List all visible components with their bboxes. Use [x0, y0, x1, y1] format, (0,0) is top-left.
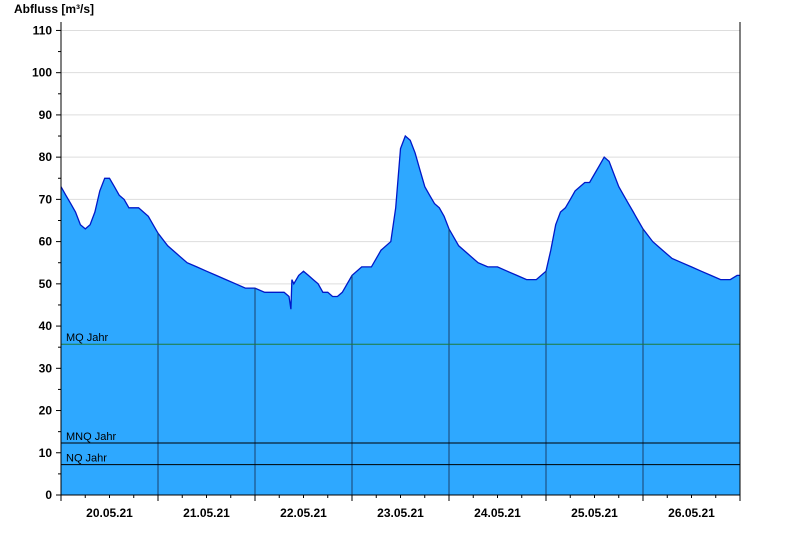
x-tick-label: 24.05.21: [474, 506, 521, 520]
y-tick-label: 100: [32, 66, 52, 80]
discharge-line: [60, 134, 740, 310]
day-dividers: [157, 228, 644, 495]
y-tick-label: 110: [33, 23, 53, 37]
y-tick-label: 60: [39, 235, 53, 249]
x-tick-label: 26.05.21: [668, 506, 715, 520]
reference-line-label: MQ Jahr: [66, 332, 109, 344]
y-tick-label: 0: [45, 488, 52, 502]
x-tick-label: 20.05.21: [86, 506, 133, 520]
y-tick-label: 10: [39, 446, 53, 460]
x-tick-labels: 20.05.21 21.05.21 22.05.21 23.05.21 24.05.21…: [60, 495, 741, 520]
y-tick-label: 30: [39, 361, 53, 375]
x-tick-label: 23.05.21: [377, 506, 424, 520]
x-tick-label: 25.05.21: [571, 506, 618, 520]
y-tick-label: 20: [39, 404, 53, 418]
reference-line-label: NQ Jahr: [66, 453, 107, 465]
y-tick-label: 50: [39, 277, 53, 291]
discharge-area: [61, 136, 740, 495]
y-tick-label: 90: [39, 108, 53, 122]
y-tick-labels: 0 10 20 30 40 50 60 70 80 90 100 110: [32, 23, 61, 502]
x-tick-label: 22.05.21: [280, 506, 327, 520]
reference-lines: MQ Jahr MNQ Jahr NQ Jahr: [61, 332, 740, 466]
y-tick-label: 40: [39, 319, 53, 333]
reference-line-label: MNQ Jahr: [66, 431, 116, 443]
y-axis-label: Abfluss [m³/s]: [14, 2, 94, 16]
y-tick-label: 70: [39, 192, 53, 206]
x-tick-label: 21.05.21: [183, 506, 230, 520]
y-tick-label: 80: [39, 150, 53, 164]
